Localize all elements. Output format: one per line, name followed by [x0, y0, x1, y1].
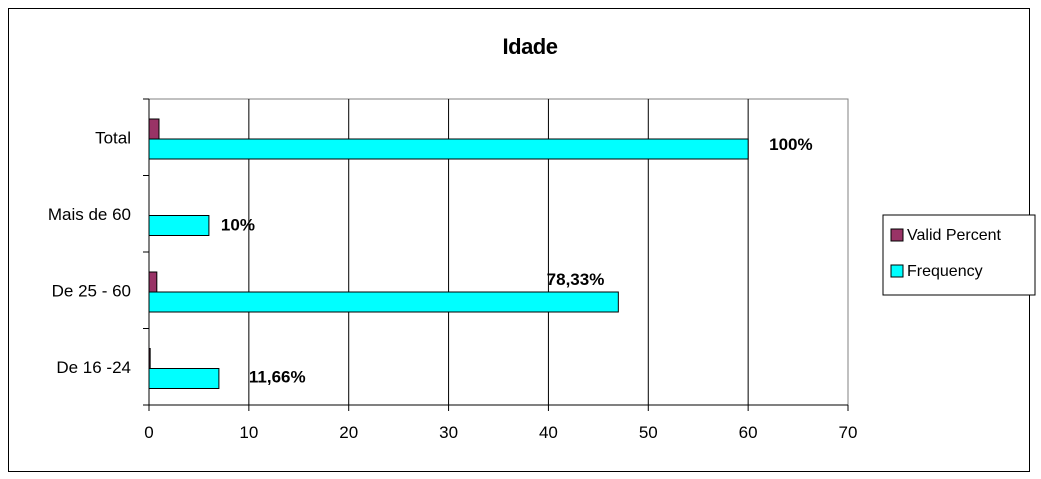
x-tick-label: 0 — [144, 423, 153, 442]
x-tick-labels: 0 10 20 30 40 50 60 70 — [144, 423, 857, 442]
category-label: De 25 - 60 — [52, 281, 131, 300]
x-tick-label: 40 — [539, 423, 558, 442]
legend-box — [882, 214, 1036, 296]
bars — [148, 118, 749, 389]
data-label: 78,33% — [547, 270, 605, 289]
category-labels: Total Mais de 60 De 25 - 60 De 16 -24 — [48, 128, 131, 377]
bar-valid-percent — [148, 118, 160, 140]
legend: Valid Percent Frequency — [882, 214, 1036, 296]
bar-valid-percent — [148, 348, 151, 369]
legend-label-frequency: Frequency — [907, 263, 983, 280]
x-tick-label: 50 — [639, 423, 658, 442]
x-tick-label: 70 — [839, 423, 858, 442]
category-label: De 16 -24 — [56, 358, 131, 377]
bar-frequency — [148, 291, 619, 313]
bar-frequency — [148, 368, 220, 389]
data-label: 10% — [221, 216, 255, 235]
category-label: Mais de 60 — [48, 205, 131, 224]
bar-valid-percent — [148, 271, 158, 293]
legend-swatch-valid-percent — [890, 228, 904, 242]
x-tick-label: 60 — [739, 423, 758, 442]
x-tick-label: 10 — [239, 423, 258, 442]
bar-frequency — [148, 215, 210, 236]
x-tick-label: 30 — [439, 423, 458, 442]
category-label: Total — [95, 128, 131, 147]
bar-frequency — [148, 138, 749, 160]
data-label: 11,66% — [249, 368, 306, 387]
chart-title: Idade — [503, 34, 558, 59]
data-labels: 100% 10% 78,33% 11,66% — [221, 135, 813, 387]
legend-swatch-frequency — [890, 264, 904, 278]
legend-label-valid-percent: Valid Percent — [907, 227, 1002, 244]
x-tick-label: 20 — [339, 423, 358, 442]
data-label: 100% — [769, 135, 812, 154]
